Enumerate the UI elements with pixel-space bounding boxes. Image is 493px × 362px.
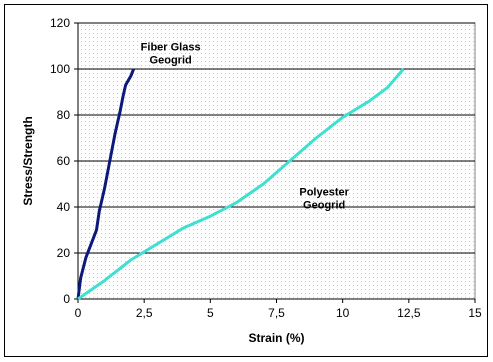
annotation-label: Fiber Glass	[141, 42, 201, 54]
axis-ticks: 0 20 40 60 80 100 120 0 2,5 5 7,5 10 12,5 15	[50, 16, 482, 320]
x-tick-label: 10	[336, 306, 350, 320]
x-tick-label: 2,5	[136, 306, 153, 320]
x-tick-label: 15	[468, 306, 482, 320]
x-tick-label: 5	[207, 306, 214, 320]
y-axis-title: Stress/Strength	[21, 116, 35, 205]
x-tick-label: 12,5	[397, 306, 421, 320]
series-lines	[76, 68, 405, 301]
y-tick-label: 60	[57, 154, 71, 168]
y-tick-label: 80	[57, 108, 71, 122]
y-tick-label: 100	[50, 62, 70, 76]
y-tick-label: 0	[63, 292, 70, 306]
x-axis-title: Strain (%)	[248, 331, 304, 345]
x-tick-label: 0	[75, 306, 82, 320]
annotation-label: Polyester	[299, 187, 349, 199]
y-tick-label: 20	[57, 246, 71, 260]
x-tick-label: 7,5	[268, 306, 285, 320]
fiber-glass-geogrid-line	[76, 68, 135, 300]
annotation-label: Geogrid	[303, 200, 345, 212]
polyester-geogrid-line	[77, 68, 405, 301]
y-tick-label: 40	[57, 200, 71, 214]
y-tick-label: 120	[50, 16, 70, 30]
annotation-label: Geogrid	[150, 55, 192, 67]
